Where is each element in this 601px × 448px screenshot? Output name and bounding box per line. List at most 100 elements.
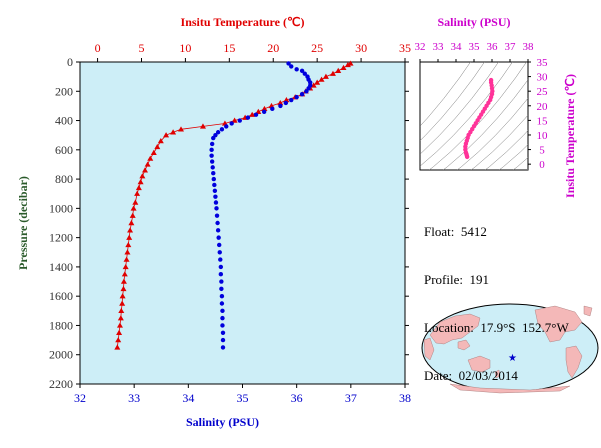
density-contour [470,114,528,170]
salinity-point [289,64,294,69]
salinity-point [214,206,219,211]
top-tick-label: 30 [355,41,367,55]
temperature-point [261,105,268,112]
salinity-point [299,92,305,97]
profile-chart: 0200400600800100012001400160018002000220… [16,15,411,429]
salinity-point [212,188,218,193]
density-contour [442,79,528,170]
density-contour [420,62,499,155]
salinity-point [209,153,214,158]
ts-right-tick-label: 15 [537,115,549,127]
temperature-point [139,173,146,179]
salinity-point [218,257,223,262]
ts-right-tick-label: 25 [537,86,549,98]
density-contour [456,97,528,170]
float-id: Float: 5412 [424,224,487,239]
bottom-tick-label: 32 [74,391,86,405]
density-contour [484,130,528,170]
top-tick-label: 0 [95,41,101,55]
map-marker: ★ [508,353,517,364]
ts-top-tick-label: 33 [433,41,445,53]
temperature-point [134,190,141,196]
salinity-point [211,135,216,141]
density-contour [498,144,528,170]
temperature-point [119,300,126,306]
salinity-point [219,286,224,292]
top-tick-label: 35 [399,41,411,55]
bottom-tick-label: 37 [345,391,357,405]
bottom-tick-label: 33 [128,391,140,405]
temperature-point [137,179,144,185]
density-contour [512,157,528,170]
salinity-point [220,323,225,328]
temperature-point [127,227,134,233]
salinity-point [299,68,305,73]
salinity-point [211,176,216,182]
ts-right-tick-label: 10 [537,130,549,142]
salinity-point [237,118,242,123]
salinity-point [224,124,229,129]
ts-right-tick-label: 5 [539,145,545,157]
salinity-point [220,315,225,321]
temperature-point [178,126,185,132]
temperature-point [121,271,128,277]
top-tick-label: 10 [179,41,191,55]
top-tick-label: 15 [223,41,235,55]
y-tick-label: 1400 [49,260,73,274]
salinity-point [220,337,226,343]
density-contour [428,62,527,170]
temperature-point [249,111,256,117]
y-tick-label: 1600 [49,289,73,303]
salinity-point [209,141,215,147]
y-tick-label: 1800 [49,318,73,332]
profile-number: Profile: 191 [424,272,489,287]
temperature-point [314,79,321,85]
salinity-point [211,171,216,176]
salinity-point [213,194,218,199]
ts-plot-area [419,61,529,171]
profile-date: Date: 02/03/2014 [424,368,518,383]
ts-top-axis-label: Salinity (PSU) [437,15,510,29]
temperature-point [344,61,351,68]
y-axis-label: Pressure (decibar) [16,176,30,270]
ts-top-tick-label: 34 [451,41,463,53]
temperature-point [277,99,284,106]
salinity-point [209,159,215,164]
salinity-point [217,250,222,255]
bottom-axis-label: Salinity (PSU) [186,415,259,429]
salinity-point [220,345,226,350]
temperature-point [129,212,136,218]
temperature-point [114,344,121,350]
density-contour [420,62,513,167]
ts-top-tick-label: 38 [523,41,535,53]
y-tick-label: 200 [55,84,73,98]
y-tick-label: 0 [67,55,73,69]
y-tick-label: 800 [55,172,73,186]
salinity-point [219,127,225,132]
temperature-point [335,67,342,73]
y-tick-label: 1200 [49,231,73,245]
temperature-point [124,249,131,255]
y-tick-label: 2200 [49,377,73,391]
ts-right-tick-label: 35 [537,57,549,69]
ts-right-tick-label: 20 [537,101,549,113]
ts-point [464,154,470,160]
y-tick-label: 600 [55,143,73,157]
bottom-tick-label: 35 [237,391,249,405]
salinity-point [253,112,259,117]
temperature-point [119,293,126,299]
ts-top-tick-label: 32 [415,41,426,53]
salinity-point [219,279,224,284]
temperature-point [154,143,161,150]
salinity-point [209,147,214,153]
temperature-point [120,285,127,292]
salinity-point [304,89,309,94]
salinity-point [229,121,234,126]
salinity-point [278,103,283,109]
temperature-point [144,161,151,167]
salinity-point [216,235,221,240]
temperature-point [130,205,137,211]
salinity-point [217,242,222,248]
salinity-point [218,272,224,277]
